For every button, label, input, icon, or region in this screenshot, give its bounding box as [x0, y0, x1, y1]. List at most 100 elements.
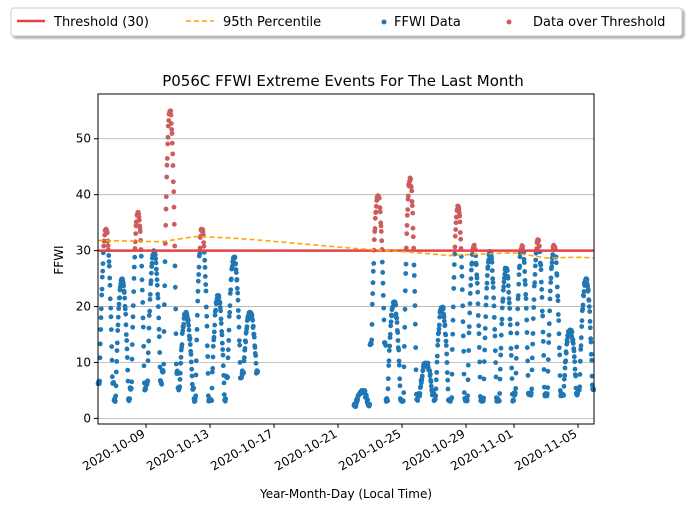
- ffwi-point: [556, 331, 562, 337]
- over-threshold-point: [200, 232, 206, 238]
- ffwi-point: [450, 304, 456, 310]
- ffwi-points: [95, 108, 597, 410]
- ffwi-point: [177, 384, 183, 390]
- over-threshold-point: [403, 245, 409, 251]
- ffwi-point: [226, 314, 232, 319]
- ffwi-point: [99, 286, 105, 292]
- ffwi-point: [218, 316, 224, 322]
- ffwi-point: [195, 278, 201, 284]
- ffwi-point: [425, 360, 431, 366]
- ffwi-point: [400, 398, 406, 404]
- ffwi-point: [524, 317, 530, 323]
- ffwi-point: [233, 270, 239, 275]
- ffwi-point: [403, 261, 409, 267]
- over-threshold-point: [163, 194, 169, 200]
- over-threshold-point: [170, 151, 176, 157]
- ffwi-point: [492, 333, 498, 339]
- x-tick-label: 2020-10-25: [336, 426, 403, 473]
- ffwi-point: [211, 329, 217, 335]
- ffwi-point: [228, 276, 234, 282]
- ffwi-point: [483, 314, 489, 320]
- ffwi-point: [233, 261, 239, 267]
- ffwi-point: [204, 323, 210, 329]
- ffwi-point: [504, 268, 510, 273]
- ffwi-point: [243, 339, 249, 345]
- plot-frame: [97, 93, 595, 425]
- over-threshold-point: [171, 221, 177, 227]
- over-threshold-point: [410, 210, 416, 216]
- ffwi-point: [371, 261, 377, 266]
- ffwi-point: [153, 256, 159, 262]
- ffwi-point: [210, 354, 216, 360]
- ffwi-point: [507, 316, 513, 322]
- ffwi-point: [381, 317, 387, 323]
- ffwi-point: [545, 357, 551, 362]
- ffwi-point: [217, 300, 223, 306]
- ffwi-point: [131, 276, 137, 281]
- ffwi-point: [517, 254, 523, 260]
- ffwi-point: [145, 350, 151, 356]
- ffwi-point: [460, 303, 466, 309]
- over-threshold-point: [197, 245, 203, 251]
- over-threshold-point: [105, 243, 111, 248]
- x-tick-label: 2020-10-21: [272, 426, 339, 473]
- ffwi-point: [365, 397, 371, 403]
- ffwi-point: [237, 342, 243, 348]
- ffwi-point: [485, 264, 491, 270]
- ffwi-point: [561, 383, 567, 389]
- ffwi-point: [396, 347, 402, 353]
- ffwi-point: [185, 317, 191, 323]
- ffwi-point: [223, 396, 229, 402]
- ffwi-point: [493, 374, 499, 380]
- ffwi-point: [220, 347, 226, 352]
- ffwi-point: [121, 283, 127, 289]
- over-threshold-point: [453, 220, 459, 226]
- legend-threshold-label: Threshold (30): [53, 15, 149, 30]
- ffwi-point: [253, 360, 259, 366]
- ffwi-point: [140, 324, 146, 330]
- over-threshold-point: [165, 141, 171, 147]
- ffwi-point: [564, 339, 570, 345]
- ffwi-point: [443, 332, 449, 338]
- ffwi-point: [116, 306, 122, 311]
- ffwi-point: [411, 262, 417, 268]
- over-threshold-point: [408, 176, 414, 182]
- ffwi-point: [476, 345, 482, 350]
- over-threshold-point: [133, 223, 139, 229]
- over-threshold-point: [405, 207, 411, 213]
- ffwi-point: [581, 293, 587, 299]
- ffwi-point: [109, 374, 115, 380]
- ffwi-point: [147, 292, 153, 297]
- ffwi-point: [482, 326, 488, 331]
- ffwi-point: [499, 321, 505, 327]
- ffwi-point: [540, 329, 546, 335]
- ffwi-point: [491, 303, 497, 309]
- ffwi-point: [541, 353, 547, 358]
- ffwi-point: [205, 371, 211, 376]
- ffwi-point: [202, 265, 208, 270]
- over-threshold-point: [137, 229, 143, 234]
- ffwi-point: [395, 330, 401, 335]
- ffwi-point: [162, 283, 168, 289]
- over-threshold-point: [379, 238, 385, 244]
- ffwi-point: [491, 315, 497, 320]
- ffwi-point: [490, 285, 496, 290]
- ffwi-point: [461, 371, 467, 377]
- ffwi-point: [146, 338, 152, 344]
- ffwi-point: [242, 346, 248, 351]
- ffwi-point: [465, 362, 471, 368]
- ffwi-point: [442, 322, 448, 328]
- over-threshold-point: [371, 237, 377, 243]
- ffwi-point: [145, 358, 151, 364]
- ffwi-point: [155, 304, 161, 309]
- ffwi-point: [202, 274, 208, 279]
- ffwi-point: [468, 267, 474, 273]
- ffwi-point: [154, 282, 160, 288]
- ffwi-point: [547, 288, 553, 294]
- ffwi-point: [521, 260, 527, 265]
- ffwi-point: [98, 306, 104, 312]
- ffwi-point: [388, 319, 394, 325]
- ffwi-point: [481, 395, 487, 401]
- ffwi-point: [139, 277, 145, 283]
- ffwi-point: [115, 328, 121, 333]
